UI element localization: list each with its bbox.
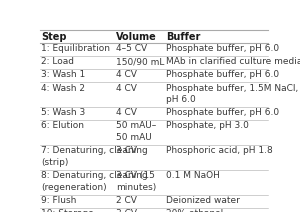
- Text: Buffer: Buffer: [166, 32, 201, 42]
- Text: Phosphate, pH 3.0: Phosphate, pH 3.0: [166, 121, 249, 130]
- Text: 5: Wash 3: 5: Wash 3: [41, 108, 85, 117]
- Text: Deionized water: Deionized water: [166, 196, 240, 205]
- Text: 1: Equilibration: 1: Equilibration: [41, 44, 110, 53]
- Text: 3: Wash 1: 3: Wash 1: [41, 71, 85, 80]
- Text: Phosphate buffer, pH 6.0: Phosphate buffer, pH 6.0: [166, 71, 279, 80]
- Text: (regeneration): (regeneration): [41, 183, 106, 192]
- Text: 4: Wash 2: 4: Wash 2: [41, 84, 85, 93]
- Text: Volume: Volume: [116, 32, 157, 42]
- Text: 3 CV (15: 3 CV (15: [116, 171, 155, 180]
- Text: 6: Elution: 6: Elution: [41, 121, 84, 130]
- Text: minutes): minutes): [116, 183, 156, 192]
- Text: 20% ethanol: 20% ethanol: [166, 209, 224, 212]
- Text: pH 6.0: pH 6.0: [166, 95, 196, 104]
- Text: 9: Flush: 9: Flush: [41, 196, 76, 205]
- Text: Step: Step: [41, 32, 67, 42]
- Text: Phosphate buffer, pH 6.0: Phosphate buffer, pH 6.0: [166, 44, 279, 53]
- Text: 50 mAU–: 50 mAU–: [116, 121, 156, 130]
- Text: 4 CV: 4 CV: [116, 71, 137, 80]
- Text: 0.1 M NaOH: 0.1 M NaOH: [166, 171, 220, 180]
- Text: 50 mAU: 50 mAU: [116, 133, 152, 142]
- Text: Phosphate buffer, 1.5M NaCl,: Phosphate buffer, 1.5M NaCl,: [166, 84, 298, 93]
- Text: 150/90 mL: 150/90 mL: [116, 57, 165, 66]
- Text: 3 CV: 3 CV: [116, 209, 137, 212]
- Text: Phosphate buffer, pH 6.0: Phosphate buffer, pH 6.0: [166, 108, 279, 117]
- Text: 2: Load: 2: Load: [41, 57, 74, 66]
- Text: 8: Denaturing, cleaning: 8: Denaturing, cleaning: [41, 171, 148, 180]
- Text: 3 CV: 3 CV: [116, 146, 137, 155]
- Text: (strip): (strip): [41, 158, 68, 167]
- Text: MAb in clarified culture media: MAb in clarified culture media: [166, 57, 300, 66]
- Text: 10: Storage: 10: Storage: [41, 209, 94, 212]
- Text: 4 CV: 4 CV: [116, 84, 137, 93]
- Text: 4 CV: 4 CV: [116, 108, 137, 117]
- Text: 4–5 CV: 4–5 CV: [116, 44, 147, 53]
- Text: Phosphoric acid, pH 1.8: Phosphoric acid, pH 1.8: [166, 146, 273, 155]
- Text: 7: Denaturing, cleaning: 7: Denaturing, cleaning: [41, 146, 148, 155]
- Text: 2 CV: 2 CV: [116, 196, 137, 205]
